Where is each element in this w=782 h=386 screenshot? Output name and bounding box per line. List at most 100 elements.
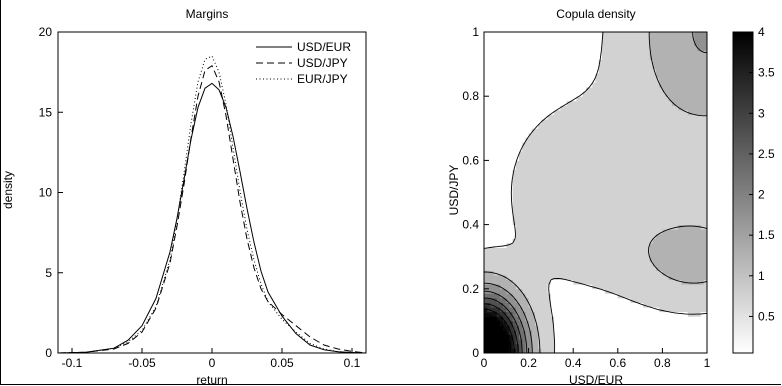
contour-cell xyxy=(703,109,708,115)
contour-cell xyxy=(611,311,616,317)
contour-cell xyxy=(678,256,682,262)
contour-cell xyxy=(675,100,679,106)
contour-cell xyxy=(541,297,545,303)
contour-cell xyxy=(503,330,507,336)
contour-cell xyxy=(636,160,641,166)
contour-cell xyxy=(582,36,587,42)
contour-cell xyxy=(557,41,561,47)
contour-cell xyxy=(611,220,616,225)
contour-cell xyxy=(528,178,533,184)
contour-cell xyxy=(503,220,507,225)
contour-cell xyxy=(541,183,545,189)
contour-cell xyxy=(487,114,491,120)
contour-cell xyxy=(512,275,517,281)
contour-cell xyxy=(694,119,698,125)
contour-cell xyxy=(697,183,702,189)
contour-cell xyxy=(563,343,568,349)
contour-cell xyxy=(643,339,647,345)
contour-cell xyxy=(598,100,603,106)
contour-cell xyxy=(617,224,622,230)
contour-cell xyxy=(649,169,654,175)
contour-cell xyxy=(643,201,647,207)
contour-cell xyxy=(652,325,657,331)
contour-cell xyxy=(573,73,577,79)
contour-cell xyxy=(557,59,561,65)
contour-cell xyxy=(534,160,539,166)
contour-cell xyxy=(566,82,571,88)
contour-cell xyxy=(503,192,507,198)
contour-cell xyxy=(589,343,593,349)
contour-cell xyxy=(582,339,587,345)
contour-cell xyxy=(633,50,638,56)
contour-cell xyxy=(656,87,660,93)
contour-cell xyxy=(636,210,641,216)
contour-cell xyxy=(671,197,676,203)
contour-cell xyxy=(544,96,549,102)
contour-cell xyxy=(665,247,670,253)
contour-cell xyxy=(598,45,603,51)
contour-cell xyxy=(538,275,542,281)
contour-cell xyxy=(605,192,609,198)
contour-cell xyxy=(605,114,609,120)
contour-cell xyxy=(566,302,571,308)
contour-cell xyxy=(563,320,568,326)
contour-cell xyxy=(675,132,679,138)
contour-cell xyxy=(534,73,539,79)
contour-cell xyxy=(573,32,577,37)
contour-cell xyxy=(601,142,606,148)
contour-cell xyxy=(643,279,647,285)
contour-cell xyxy=(617,178,622,184)
contour-cell xyxy=(570,316,574,322)
contour-cell xyxy=(617,59,622,65)
contour-cell xyxy=(627,220,631,225)
contour-cell xyxy=(538,137,542,143)
contour-cell xyxy=(646,201,651,207)
contour-cell xyxy=(627,320,631,326)
contour-cell xyxy=(620,270,625,276)
contour-cell xyxy=(557,197,561,203)
contour-cell xyxy=(668,256,673,262)
contour-cell xyxy=(563,247,568,253)
contour-cell xyxy=(665,91,670,97)
contour-cell xyxy=(589,100,593,106)
contour-cell xyxy=(614,73,619,79)
contour-cell xyxy=(499,59,504,65)
contour-cell xyxy=(509,325,514,331)
contour-cell xyxy=(484,50,488,56)
contour-cell xyxy=(573,293,577,299)
contour-cell xyxy=(528,82,533,88)
contour-cell xyxy=(684,233,689,239)
contour-cell xyxy=(585,146,590,152)
contour-cell xyxy=(589,265,593,271)
contour-cell xyxy=(659,105,663,111)
contour-cell xyxy=(589,142,593,148)
contour-cell xyxy=(519,297,523,303)
contour-cell xyxy=(652,137,657,143)
contour-cell xyxy=(617,247,622,253)
contour-cell xyxy=(608,297,612,303)
contour-cell xyxy=(579,114,584,120)
contour-cell xyxy=(681,265,686,271)
contour-cell xyxy=(509,174,514,180)
contour-cell xyxy=(681,169,686,175)
contour-cell xyxy=(624,137,628,143)
contour-cell xyxy=(550,160,555,166)
contour-cell xyxy=(522,105,526,111)
contour-cell xyxy=(601,187,606,193)
contour-cell xyxy=(700,160,705,166)
contour-cell xyxy=(563,187,568,193)
contour-cell xyxy=(614,311,619,317)
contour-cell xyxy=(636,59,641,65)
contour-cell xyxy=(582,187,587,193)
contour-cell xyxy=(601,210,606,216)
contour-cell xyxy=(700,206,705,212)
contour-cell xyxy=(662,284,666,290)
contour-cell xyxy=(512,82,517,88)
contour-cell xyxy=(608,192,612,198)
contour-cell xyxy=(557,293,561,299)
contour-cell xyxy=(528,339,533,345)
contour-cell xyxy=(534,261,539,267)
contour-cell xyxy=(557,164,561,170)
contour-cell xyxy=(636,197,641,203)
contour-cell xyxy=(522,155,526,161)
